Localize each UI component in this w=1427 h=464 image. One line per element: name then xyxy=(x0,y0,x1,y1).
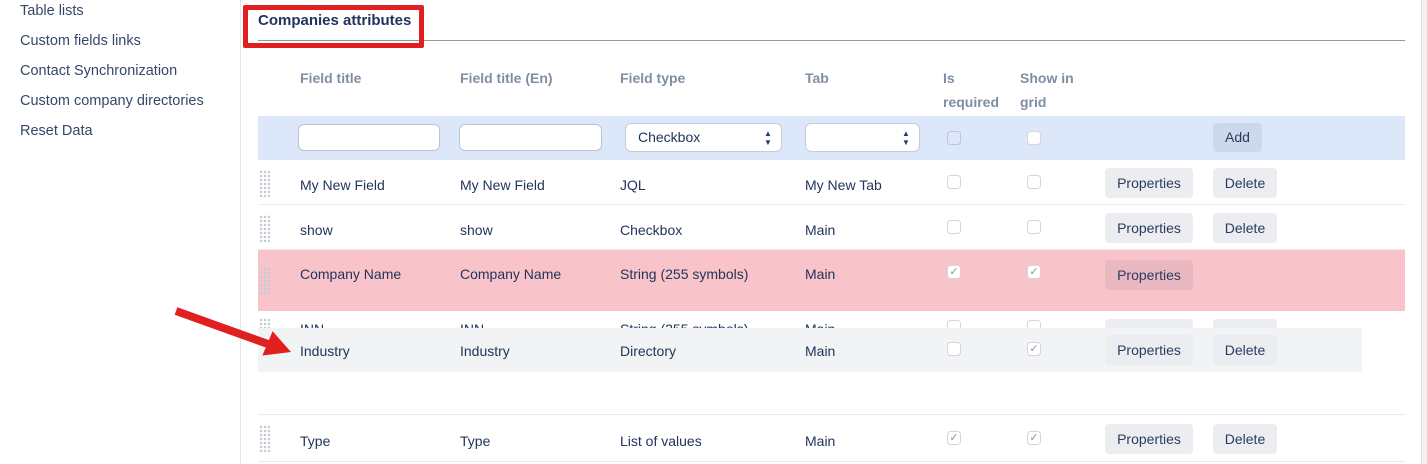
field-type-selected-value: Checkbox xyxy=(638,129,701,145)
field-title-en-input[interactable] xyxy=(459,124,602,151)
cell-tab: Main xyxy=(805,343,836,359)
cell-field-type: Checkbox xyxy=(620,222,683,238)
show-in-grid-checkbox xyxy=(1027,175,1041,189)
show-in-grid-checkbox[interactable] xyxy=(1027,131,1041,145)
cell-field-type: JQL xyxy=(620,177,646,193)
cell-tab: My New Tab xyxy=(805,177,882,193)
sidebar-item-table-lists[interactable]: Table lists xyxy=(20,3,84,19)
tab-select[interactable]: ▲ ▼ xyxy=(805,123,920,152)
show-in-grid-checkbox: ✓ xyxy=(1027,265,1041,279)
field-type-select[interactable]: Checkbox ▲ ▼ xyxy=(625,123,782,152)
is-required-checkbox: ✓ xyxy=(947,265,961,279)
cell-field-type: Directory xyxy=(620,343,677,359)
drag-handle-icon[interactable] xyxy=(259,215,270,242)
table-row: My New Field My New Field JQL My New Tab… xyxy=(258,160,1405,205)
cell-tab: Main xyxy=(805,222,836,238)
sidebar-item-custom-fields-links[interactable]: Custom fields links xyxy=(20,33,141,49)
sidebar-divider xyxy=(240,0,241,464)
sidebar-item-company-directories[interactable]: Custom company directories xyxy=(20,93,204,109)
title-divider xyxy=(258,40,1405,41)
delete-button[interactable]: Delete xyxy=(1213,424,1277,454)
properties-button[interactable]: Properties xyxy=(1105,424,1193,454)
table-row-highlighted: Company Name Company Name String (255 sy… xyxy=(258,250,1405,311)
column-header-is-required: Is required xyxy=(943,70,1000,110)
add-field-row: Checkbox ▲ ▼ ▲ ▼ Add xyxy=(258,116,1405,160)
add-button[interactable]: Add xyxy=(1213,123,1262,152)
delete-button[interactable]: Delete xyxy=(1213,213,1277,243)
properties-button[interactable]: Properties xyxy=(1105,260,1193,290)
column-header-tab: Tab xyxy=(805,70,829,86)
sidebar-item-reset-data[interactable]: Reset Data xyxy=(20,123,93,139)
cell-field-title: Company Name xyxy=(300,266,402,282)
sidebar-item-contact-sync[interactable]: Contact Synchronization xyxy=(20,63,178,79)
drag-handle-icon[interactable] xyxy=(259,425,270,452)
delete-button[interactable]: Delete xyxy=(1213,168,1277,198)
drag-handle-icon[interactable] xyxy=(259,170,270,197)
cell-tab: Main xyxy=(805,433,836,449)
properties-button[interactable]: Properties xyxy=(1105,168,1193,198)
show-in-grid-checkbox xyxy=(1027,220,1041,234)
table-row-dragging[interactable]: Industry Industry Directory Main ✓ Prope… xyxy=(258,328,1362,372)
cell-field-title-en: show xyxy=(460,222,493,238)
cell-field-title-en: My New Field xyxy=(460,177,545,193)
cell-field-title: show xyxy=(300,222,333,238)
column-header-field-title: Field title xyxy=(300,70,362,86)
is-required-checkbox xyxy=(947,220,961,234)
delete-button[interactable]: Delete xyxy=(1213,335,1277,365)
table-row: Type Type List of values Main ✓ ✓ Proper… xyxy=(258,414,1405,462)
column-header-field-type: Field type xyxy=(620,70,686,86)
show-in-grid-checkbox: ✓ xyxy=(1027,431,1041,445)
cell-field-type: String (255 symbols) xyxy=(620,266,749,282)
select-stepper-icon: ▲ ▼ xyxy=(902,129,910,147)
is-required-checkbox xyxy=(947,342,961,356)
field-title-input[interactable] xyxy=(298,124,440,151)
cell-field-type: List of values xyxy=(620,433,702,449)
page-title: Companies attributes xyxy=(258,12,412,29)
properties-button[interactable]: Properties xyxy=(1105,335,1193,365)
is-required-checkbox: ✓ xyxy=(947,431,961,445)
column-header-field-title-en: Field title (En) xyxy=(460,70,553,86)
cell-field-title-en: Industry xyxy=(460,343,510,359)
select-stepper-icon: ▲ ▼ xyxy=(764,129,772,147)
is-required-checkbox[interactable] xyxy=(947,131,961,145)
is-required-checkbox xyxy=(947,175,961,189)
cell-field-title: Industry xyxy=(300,343,350,359)
show-in-grid-checkbox: ✓ xyxy=(1027,342,1041,356)
table-row: show show Checkbox Main Properties Delet… xyxy=(258,205,1405,250)
cell-field-title-en: Type xyxy=(460,433,491,449)
cell-tab: Main xyxy=(805,266,836,282)
properties-button[interactable]: Properties xyxy=(1105,213,1193,243)
cell-field-title: Type xyxy=(300,433,331,449)
cell-field-title: My New Field xyxy=(300,177,385,193)
cell-field-title-en: Company Name xyxy=(460,266,562,282)
scrollbar-gutter[interactable] xyxy=(1421,0,1427,464)
drag-handle-icon[interactable] xyxy=(259,267,270,294)
column-header-show-in-grid: Show in grid xyxy=(1020,70,1074,110)
